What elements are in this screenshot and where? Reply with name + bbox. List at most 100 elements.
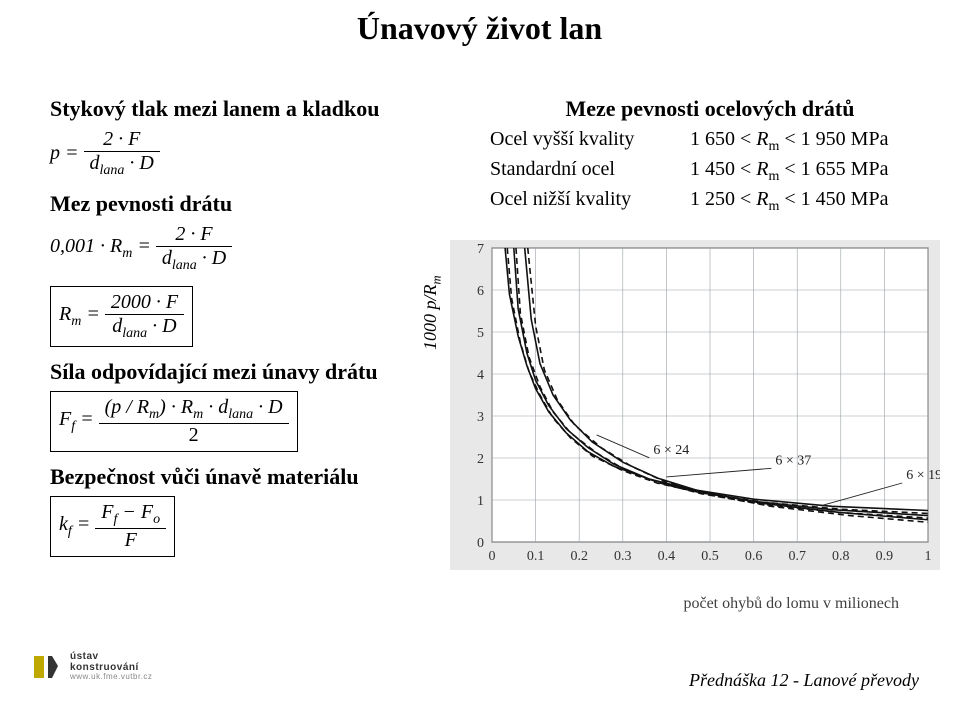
eq-p-frac: 2 · F dlana · D: [84, 128, 160, 179]
footer-lecture: Přednáška 12 - Lanové převody: [689, 670, 919, 691]
eq-ff-lhs-pref: F: [59, 408, 71, 430]
svg-text:0.5: 0.5: [701, 549, 719, 564]
svg-text:0.6: 0.6: [745, 549, 763, 564]
eq-kf: kf = Ff − Fo F: [50, 496, 470, 557]
eq-rm1-lhs-suf: =: [132, 235, 151, 257]
left-column: Stykový tlak mezi lanem a kladkou p = 2 …: [50, 90, 470, 569]
eq-p-den-pref: d: [90, 152, 100, 174]
eq-rm1: 0,001 · Rm = 2 · F dlana · D: [50, 223, 470, 274]
eq-rm2-lhs-pref: R: [59, 303, 71, 325]
eq-kf-num-p1: F: [101, 501, 113, 523]
eq-rm2-den: dlana · D: [105, 315, 184, 342]
eq-rm1-lhs-sub: m: [122, 246, 132, 261]
spec-value: 1 650 < Rm < 1 950 MPa: [690, 128, 888, 150]
eq-ff-num-s2: m: [193, 407, 203, 422]
svg-text:2: 2: [477, 452, 484, 467]
logo-line2: konstruování: [70, 662, 152, 673]
svg-text:7: 7: [477, 242, 484, 257]
svg-text:1: 1: [477, 494, 484, 509]
eq-kf-lhs-suf: =: [72, 513, 91, 535]
svg-text:0.9: 0.9: [876, 549, 894, 564]
eq-rm2-den-suf: · D: [147, 315, 176, 337]
svg-text:0.2: 0.2: [570, 549, 588, 564]
eq-kf-box: kf = Ff − Fo F: [50, 496, 175, 557]
eq-rm2-den-pref: d: [112, 315, 122, 337]
svg-text:0.4: 0.4: [658, 549, 676, 564]
eq-ff-num-p1: (p / R: [105, 396, 149, 418]
eq-kf-lhs: kf =: [59, 513, 95, 535]
eq-rm1-den-sub: lana: [172, 258, 197, 273]
eq-rm2-lhs-sub: m: [71, 314, 81, 329]
fatigue-chart: 0 0.1 0.2 0.3 0.4 0.5 0.6 0.7 0.8 0.9 1 0 1 2 3 4 5 6 7 6 ×…: [450, 240, 940, 570]
eq-rm2-frac: 2000 · F dlana · D: [105, 291, 184, 342]
logo-text: ústav konstruování www.uk.fme.vutbr.cz: [70, 651, 152, 682]
eq-rm2-lhs: Rm =: [59, 303, 105, 325]
spec-label: Ocel nižší kvality: [490, 188, 690, 211]
svg-text:0.8: 0.8: [832, 549, 850, 564]
heading-contact-pressure: Stykový tlak mezi lanem a kladkou: [50, 96, 470, 122]
eq-rm1-frac: 2 · F dlana · D: [156, 223, 232, 274]
eq-ff-box: Ff = (p / Rm) · Rm · dlana · D 2: [50, 391, 298, 452]
eq-p-den-suf: · D: [124, 152, 153, 174]
eq-rm2-num: 2000 · F: [105, 291, 184, 315]
eq-p: p = 2 · F dlana · D: [50, 128, 470, 179]
eq-ff-num-s3: lana: [228, 407, 253, 422]
eq-ff-frac: (p / Rm) · Rm · dlana · D 2: [99, 396, 289, 447]
heading-wire-limits: Meze pevnosti ocelových drátů: [490, 96, 930, 122]
eq-rm1-lhs-pref: 0,001 · R: [50, 235, 122, 257]
eq-rm2-den-sub: lana: [122, 326, 147, 341]
eq-kf-num-p2: − F: [117, 501, 153, 523]
eq-rm2-box: Rm = 2000 · F dlana · D: [50, 286, 193, 347]
svg-text:1: 1: [925, 549, 932, 564]
logo-url: www.uk.fme.vutbr.cz: [70, 673, 152, 682]
chart-xlabel: počet ohybů do lomu v milionech: [683, 595, 899, 613]
eq-rm1-den-suf: · D: [197, 247, 226, 269]
eq-kf-frac: Ff − Fo F: [95, 501, 166, 552]
eq-ff-num-p2: ) · R: [159, 396, 193, 418]
eq-ff-num-p4: · D: [253, 396, 282, 418]
spec-table: Ocel vyšší kvality1 650 < Rm < 1 950 MPa…: [490, 128, 930, 215]
logo-icon: [30, 650, 62, 682]
eq-p-num: 2 · F: [84, 128, 160, 152]
eq-rm1-num: 2 · F: [156, 223, 232, 247]
footer-logo: ústav konstruování www.uk.fme.vutbr.cz: [30, 650, 152, 682]
spec-label: Standardní ocel: [490, 158, 690, 181]
eq-kf-lhs-pref: k: [59, 513, 68, 535]
right-column: Meze pevnosti ocelových drátů Ocel vyšší…: [490, 90, 930, 218]
chart-svg: 0 0.1 0.2 0.3 0.4 0.5 0.6 0.7 0.8 0.9 1 0 1 2 3 4 5 6 7 6 ×…: [450, 240, 940, 570]
spec-row: Standardní ocel1 450 < Rm < 1 655 MPa: [490, 158, 930, 185]
eq-ff-num-s1: m: [149, 407, 159, 422]
eq-p-lhs: p =: [50, 142, 79, 164]
svg-text:6 × 19: 6 × 19: [906, 468, 940, 483]
eq-kf-num-s2: o: [153, 512, 160, 527]
logo-line1: ústav: [70, 651, 152, 662]
chart-ylabel: 1000 p/Rm: [420, 275, 445, 350]
eq-ff-num-p3: · d: [203, 396, 228, 418]
spec-label: Ocel vyšší kvality: [490, 128, 690, 151]
svg-text:4: 4: [477, 368, 484, 383]
heading-wire-strength: Mez pevnosti drátu: [50, 191, 470, 217]
eq-p-den: dlana · D: [84, 152, 160, 179]
svg-text:0: 0: [477, 536, 484, 551]
svg-text:6 × 24: 6 × 24: [653, 443, 689, 458]
svg-text:0.3: 0.3: [614, 549, 632, 564]
spec-value: 1 250 < Rm < 1 450 MPa: [690, 188, 888, 210]
eq-rm1-den-pref: d: [162, 247, 172, 269]
eq-rm1-lhs: 0,001 · Rm =: [50, 235, 156, 257]
svg-text:6 × 37: 6 × 37: [775, 453, 811, 468]
eq-p-den-sub: lana: [100, 163, 125, 178]
svg-text:0.1: 0.1: [527, 549, 545, 564]
eq-rm1-den: dlana · D: [156, 247, 232, 274]
heading-fatigue-force: Síla odpovídající mezi únavy drátu: [50, 359, 470, 385]
eq-ff-lhs-suf: =: [75, 408, 94, 430]
heading-safety: Bezpečnost vůči únavě materiálu: [50, 464, 470, 490]
eq-ff: Ff = (p / Rm) · Rm · dlana · D 2: [50, 391, 470, 452]
svg-text:6: 6: [477, 284, 484, 299]
spec-row: Ocel nižší kvality1 250 < Rm < 1 450 MPa: [490, 188, 930, 215]
svg-text:3: 3: [477, 410, 484, 425]
eq-rm2-lhs-suf: =: [81, 303, 100, 325]
svg-text:5: 5: [477, 326, 484, 341]
svg-text:0.7: 0.7: [788, 549, 806, 564]
svg-text:0: 0: [489, 549, 496, 564]
page-title: Únavový život lan: [0, 10, 959, 47]
